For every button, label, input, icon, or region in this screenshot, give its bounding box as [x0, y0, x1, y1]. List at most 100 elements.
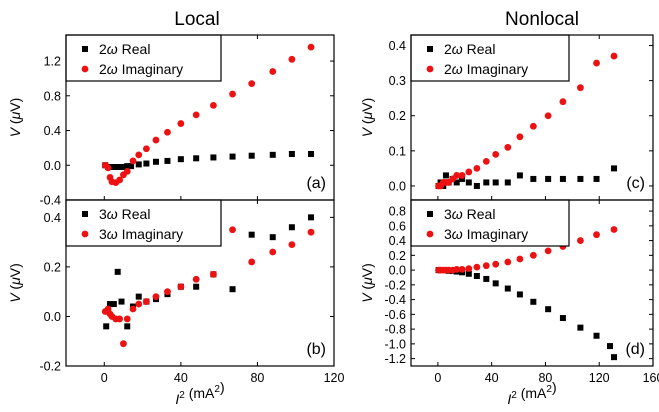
y-tick-label: 0.0 [44, 310, 61, 324]
y-tick-label: 0.3 [389, 74, 406, 88]
data-point [529, 122, 537, 130]
legend-marker [82, 46, 88, 52]
data-point [504, 258, 512, 266]
data-point [124, 323, 131, 330]
data-point [516, 172, 523, 179]
data-point [458, 265, 466, 273]
y-axis-label: V (μV) [359, 263, 375, 303]
data-point [559, 175, 566, 182]
data-point [529, 251, 537, 259]
y-tick-label: -0.4 [39, 194, 61, 208]
data-point [135, 300, 143, 308]
data-point [118, 298, 125, 305]
data-point [129, 157, 137, 165]
data-point [483, 179, 490, 186]
legend-box [65, 199, 222, 247]
panel-a: -0.4 0.0 0.4 0.8 1.2 2ω Real 2ω Imaginary (a) V … [7, 34, 335, 208]
data-point [135, 151, 143, 159]
y-tick-label: -0.8 [384, 323, 406, 337]
data-point [559, 315, 566, 322]
data-point [288, 241, 296, 248]
legend-label: 2ω Imaginary [444, 61, 528, 77]
data-point [465, 270, 472, 277]
legend-label: 3ω Imaginary [99, 226, 183, 242]
legend-marker [82, 211, 88, 217]
data-point [123, 167, 131, 175]
panel-label: (c) [626, 175, 645, 192]
data-point [482, 262, 490, 270]
series-b-1 [101, 226, 315, 348]
plot-frame [410, 199, 654, 367]
data-point [473, 182, 480, 189]
y-tick-label: 0.8 [44, 89, 61, 103]
data-point [120, 164, 127, 170]
y-tick-label: 0.2 [389, 109, 406, 123]
data-point [114, 268, 121, 275]
legend-box [65, 34, 222, 82]
data-point [229, 90, 236, 98]
panel-b: 0 40 80 120 -0.2 0.0 0.2 0.4 3ω Real 3ω Imaginary… [7, 199, 344, 407]
data-point [177, 283, 185, 291]
data-point [177, 120, 185, 127]
x-tick-label: 0 [434, 371, 441, 385]
y-tick-label: 1.2 [44, 55, 61, 69]
data-point [164, 128, 171, 136]
data-point [606, 343, 613, 350]
data-point [107, 301, 114, 308]
data-point [459, 175, 466, 182]
data-point [530, 175, 537, 182]
data-point [504, 179, 511, 186]
data-point [112, 164, 119, 170]
data-point [288, 224, 295, 231]
data-point [229, 226, 236, 234]
data-point [177, 156, 184, 163]
data-point [593, 231, 600, 239]
y-tick-label: -0.4 [384, 293, 406, 307]
data-point [516, 133, 524, 141]
data-point [124, 163, 131, 170]
y-tick-label: 0.2 [389, 249, 406, 263]
data-point [544, 112, 552, 120]
data-point [128, 163, 135, 170]
y-tick-label: 0.2 [44, 260, 61, 274]
panel-label: (d) [625, 341, 645, 358]
data-point [577, 237, 584, 244]
legend-label: 2ω Imaginary [99, 61, 183, 77]
data-point [504, 143, 512, 151]
x-tick-label: 40 [174, 371, 188, 385]
x-tick-label: 80 [250, 371, 264, 385]
data-point [210, 154, 217, 161]
legend-marker [427, 46, 433, 52]
data-point [611, 165, 618, 172]
data-point [516, 255, 524, 263]
data-point [193, 155, 200, 162]
panel-c: 0.0 0.1 0.2 0.3 0.4 2ω Real 2ω Imaginary (c) V (… [359, 34, 654, 201]
panel-label: (a) [306, 175, 326, 192]
y-axis-label: V (μV) [7, 98, 23, 138]
y-tick-label: -0.6 [384, 308, 406, 322]
data-point [611, 354, 618, 361]
data-point [577, 84, 584, 92]
series-d-1 [435, 226, 618, 274]
data-point [559, 98, 567, 106]
data-point [492, 280, 499, 287]
data-point [248, 152, 255, 159]
data-point [453, 179, 460, 186]
data-point [135, 293, 142, 300]
data-point [248, 258, 256, 266]
x-tick-label: 40 [485, 371, 499, 385]
y-tick-label: -1.0 [384, 337, 406, 351]
y-tick-label: 0.0 [389, 179, 406, 193]
legend-marker [81, 65, 89, 73]
data-point [308, 150, 315, 157]
data-point [482, 157, 490, 165]
x-axis-label: I2 (mA2) [175, 379, 224, 407]
data-point [544, 247, 552, 255]
y-tick-label: 0.4 [44, 124, 61, 138]
plot-frame [65, 199, 335, 367]
data-point [269, 68, 277, 75]
data-point [492, 179, 499, 186]
data-point [108, 164, 115, 170]
y-tick-label: 0.4 [44, 211, 61, 225]
